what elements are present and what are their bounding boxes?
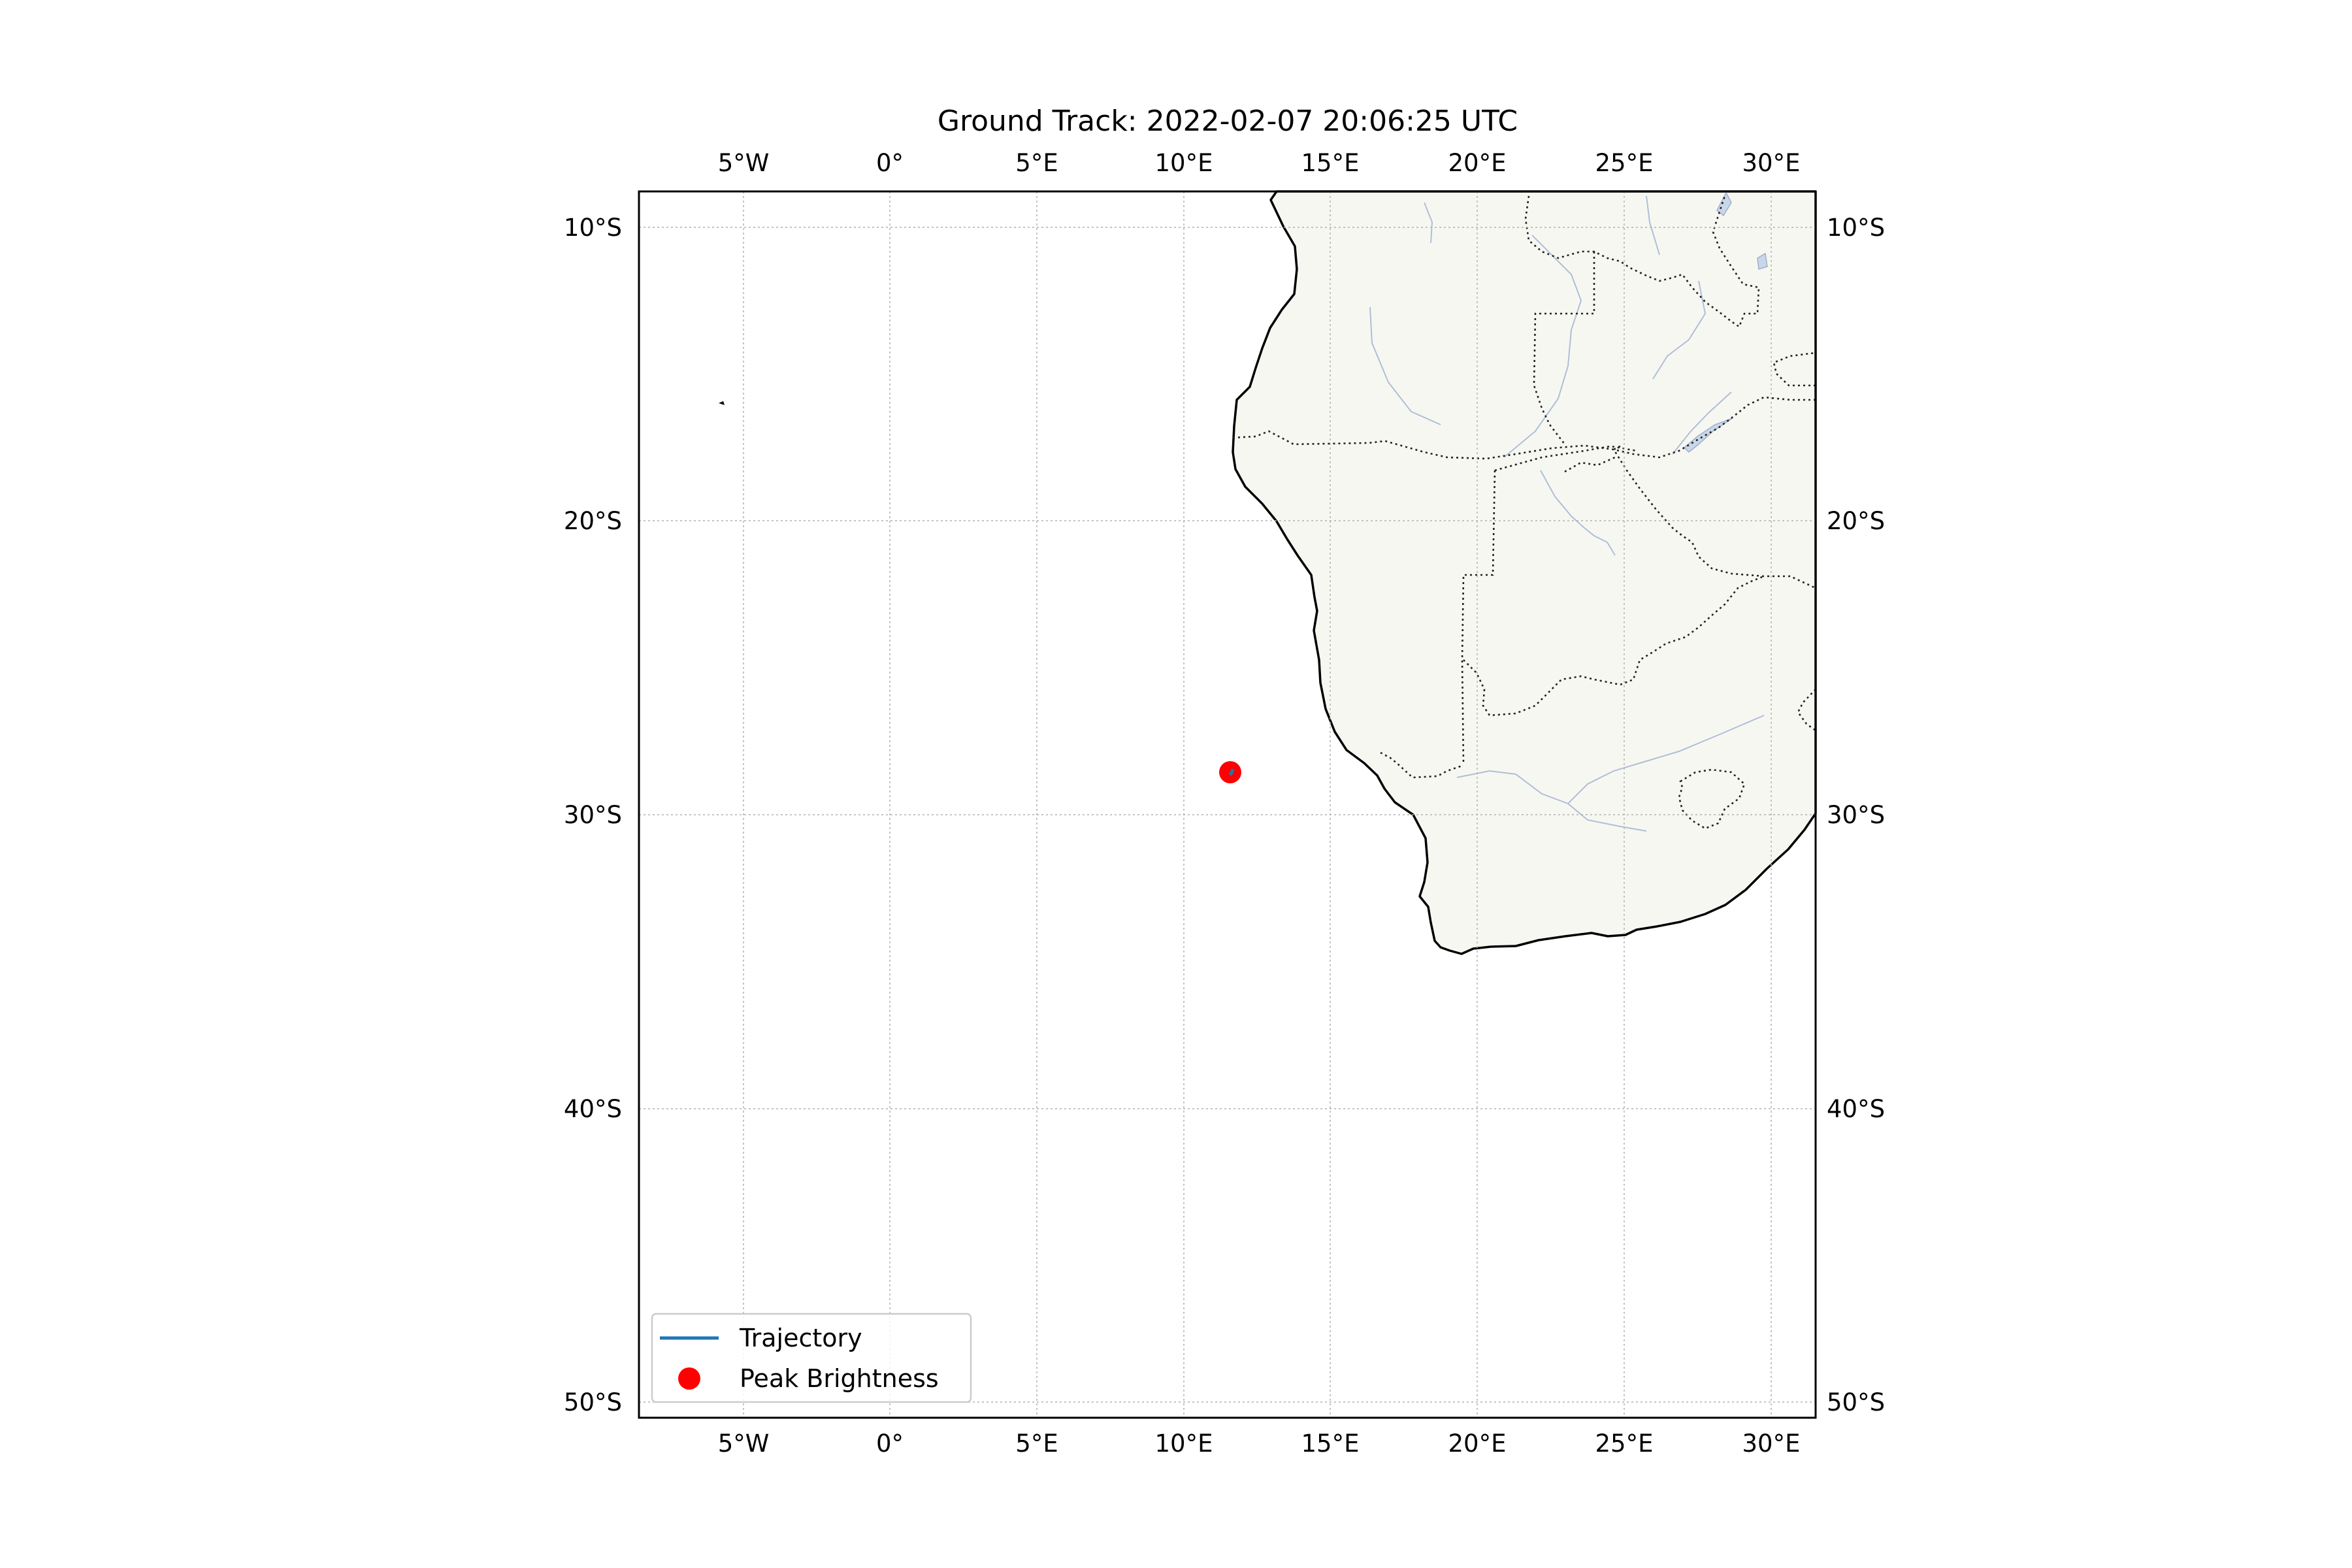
right-lat-label: 10°S <box>1827 214 1885 242</box>
island-marker <box>719 401 725 405</box>
top-lon-label: 5°E <box>1015 149 1058 177</box>
top-lon-label: 15°E <box>1301 149 1360 177</box>
top-lon-label: 5°W <box>718 149 770 177</box>
bottom-lon-label: 10°E <box>1155 1429 1213 1458</box>
gridlines <box>639 191 1816 1418</box>
right-lat-label: 50°S <box>1827 1388 1885 1416</box>
map-area <box>638 190 1817 1419</box>
right-lat-label: 40°S <box>1827 1095 1885 1123</box>
rivers <box>1369 195 1765 832</box>
bottom-lon-label: 0° <box>876 1429 904 1458</box>
right-latitude-labels: 10°S 20°S 30°S 40°S 50°S <box>1827 214 1885 1416</box>
left-lat-label: 10°S <box>564 214 622 242</box>
right-lat-label: 20°S <box>1827 507 1885 535</box>
lake-kariba <box>1683 417 1733 453</box>
data-layer <box>1219 760 1242 783</box>
bottom-lon-label: 5°E <box>1015 1429 1058 1458</box>
bottom-lon-label: 20°E <box>1448 1429 1507 1458</box>
left-lat-label: 30°S <box>564 801 622 829</box>
top-lon-label: 25°E <box>1595 149 1654 177</box>
top-lon-label: 0° <box>876 149 904 177</box>
bottom-longitude-labels: 5°W 0° 5°E 10°E 15°E 20°E 25°E 30°E <box>718 1429 1801 1458</box>
lake-small <box>1757 252 1768 270</box>
peak-brightness-legend-label: Peak Brightness <box>740 1364 939 1393</box>
left-lat-label: 50°S <box>564 1388 622 1416</box>
bottom-lon-label: 30°E <box>1742 1429 1801 1458</box>
top-lon-label: 20°E <box>1448 149 1507 177</box>
top-lon-label: 10°E <box>1155 149 1213 177</box>
legend: Trajectory Peak Brightness <box>651 1313 972 1403</box>
top-lon-label: 30°E <box>1742 149 1801 177</box>
bottom-lon-label: 15°E <box>1301 1429 1360 1458</box>
peak-brightness-legend-marker <box>678 1367 700 1390</box>
lake-malawi <box>1716 191 1732 217</box>
map-frame <box>638 190 1817 1419</box>
map-title: Ground Track: 2022-02-07 20:06:25 UTC <box>938 105 1518 138</box>
right-lat-label: 30°S <box>1827 801 1885 829</box>
left-latitude-labels: 10°S 20°S 30°S 40°S 50°S <box>564 214 622 1416</box>
left-lat-label: 40°S <box>564 1095 622 1123</box>
bottom-lon-label: 5°W <box>718 1429 770 1458</box>
trajectory-legend-label: Trajectory <box>739 1324 862 1352</box>
trajectory-line <box>1228 768 1235 776</box>
bottom-lon-label: 25°E <box>1595 1429 1654 1458</box>
legend-box <box>651 1313 972 1403</box>
left-lat-label: 20°S <box>564 507 622 535</box>
country-borders <box>1232 195 1816 830</box>
top-longitude-labels: 5°W 0° 5°E 10°E 15°E 20°E 25°E 30°E <box>718 149 1801 177</box>
africa-landmass <box>1232 190 1817 955</box>
